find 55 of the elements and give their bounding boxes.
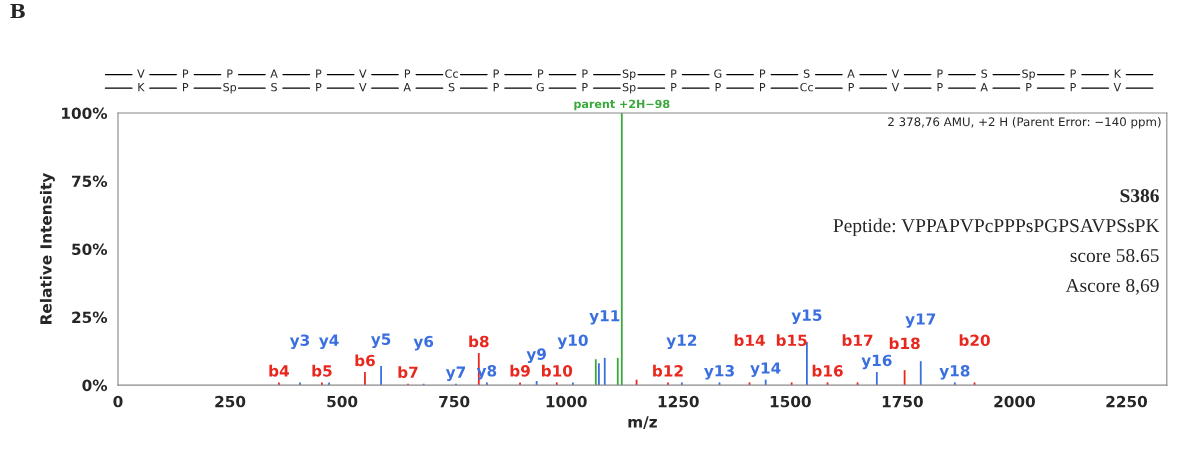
annotation: b16 bbox=[812, 364, 843, 377]
annotation: b7 bbox=[398, 366, 418, 379]
annotation: y14 bbox=[750, 362, 781, 377]
annotation: y3 bbox=[289, 334, 310, 350]
annotation: y4 bbox=[318, 334, 339, 350]
y-axis-title: Relative Intensity bbox=[39, 173, 55, 324]
y-tick-label: 25% bbox=[72, 311, 108, 324]
annotation: y12 bbox=[666, 334, 697, 350]
annotation: 2 378,76 AMU, +2 H (Parent Error: −140 ppm) bbox=[888, 117, 1161, 129]
annotation: b9 bbox=[510, 364, 530, 377]
y-tick-label: 75% bbox=[72, 175, 108, 188]
x-axis-title: m/z bbox=[628, 416, 657, 429]
annotation: y6 bbox=[413, 335, 434, 351]
annotation: b20 bbox=[959, 334, 990, 347]
annotation: y15 bbox=[791, 309, 822, 325]
annotation: S386 bbox=[1120, 189, 1159, 203]
x-tick-label: 1500 bbox=[770, 395, 811, 408]
annotation: b14 bbox=[734, 334, 765, 347]
x-tick-label: 500 bbox=[327, 395, 358, 408]
text: V P P A P V P Cc P P P Sp P G P S A V P S Sp P K bbox=[137, 69, 1122, 80]
text: K P Sp S P V A S P G P Sp P P P Cc P V P A P P V bbox=[138, 82, 1122, 94]
x-tick-label: 0 bbox=[113, 395, 123, 408]
y-tick-label: 50% bbox=[72, 243, 108, 256]
annotation: b15 bbox=[776, 334, 807, 347]
annotation: y5 bbox=[370, 333, 391, 348]
annotation: b8 bbox=[469, 335, 489, 348]
x-tick-label: 750 bbox=[439, 395, 470, 408]
annotation: Ascore 8,69 bbox=[1065, 278, 1159, 295]
annotation: b5 bbox=[312, 364, 332, 377]
annotation: b18 bbox=[889, 337, 920, 350]
x-tick-label: 2000 bbox=[994, 395, 1035, 408]
annotation: y16 bbox=[861, 354, 892, 370]
x-tick-label: 1250 bbox=[658, 395, 699, 408]
text: B bbox=[10, 3, 25, 19]
annotation: b10 bbox=[541, 364, 573, 377]
x-tick-label: 2250 bbox=[1106, 395, 1148, 408]
y-tick-label: 100% bbox=[62, 107, 108, 120]
annotation: parent +2H−98 bbox=[574, 99, 670, 111]
annotation: y13 bbox=[704, 364, 734, 380]
x-tick-label: 1750 bbox=[882, 395, 923, 408]
annotation: y18 bbox=[939, 364, 970, 380]
annotation: y9 bbox=[526, 348, 546, 363]
x-tick-label: 250 bbox=[215, 395, 246, 408]
annotation: y11 bbox=[589, 310, 620, 325]
annotation: score 58.65 bbox=[1070, 248, 1159, 263]
annotation: b12 bbox=[653, 364, 683, 377]
annotation: y7 bbox=[445, 366, 466, 381]
x-tick-label: 1000 bbox=[546, 395, 587, 408]
annotation: y10 bbox=[557, 334, 588, 350]
annotation: b4 bbox=[269, 364, 289, 377]
annotation: Peptide: VPPAPVPcPPPsPGPSAVPSsPK bbox=[833, 218, 1160, 237]
annotation: y17 bbox=[905, 313, 936, 328]
annotation: b17 bbox=[842, 334, 873, 347]
y-tick-label: 0% bbox=[82, 379, 108, 392]
annotation: b6 bbox=[355, 354, 375, 367]
